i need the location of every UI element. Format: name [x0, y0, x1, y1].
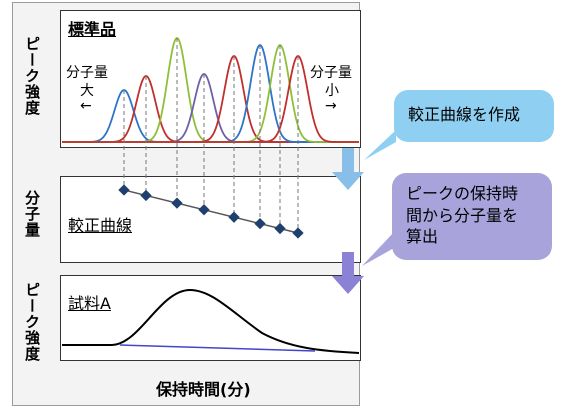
- x-axis-label: 保持時間(分): [156, 380, 251, 399]
- mw-large-sub: 大: [80, 83, 94, 99]
- down-arrow-1: [332, 148, 364, 190]
- down-arrow-2: [332, 252, 364, 294]
- standard-peak-5: [62, 55, 359, 143]
- calibration-panel: [60, 176, 361, 263]
- calibration-marker-4: [198, 204, 210, 216]
- sample-panel: [60, 275, 361, 361]
- calibration-marker-3: [171, 197, 183, 209]
- standard-title: 標準品: [68, 20, 117, 39]
- standard-peak-7: [62, 43, 359, 143]
- arrow-right-icon: →: [325, 98, 337, 114]
- create-curve-text: 較正曲線を作成: [408, 105, 521, 124]
- calc-mw-callout-tail: [362, 232, 394, 266]
- arrow-left-icon: ←: [80, 98, 92, 114]
- calibration-title: 較正曲線: [68, 216, 133, 235]
- sample-baseline: [119, 344, 316, 352]
- standard-peak-6: [62, 43, 359, 143]
- calibration-marker-8: [292, 227, 304, 239]
- middle-y-axis-label: 分子量: [23, 190, 41, 238]
- sample-title: 試料A: [68, 294, 111, 313]
- calc-mw-line-2: 間から分子量を: [406, 205, 519, 225]
- standard-peak-1: [62, 89, 359, 143]
- calibration-marker-1: [118, 184, 130, 196]
- sample-peak-curve: [62, 288, 360, 354]
- standard-peak-8: [62, 55, 359, 143]
- calibration-marker-7: [274, 222, 286, 235]
- calc-mw-line-1: ピークの保持時: [406, 184, 519, 203]
- mw-large-label: 分子量: [66, 65, 108, 81]
- mw-small-sub: 小: [325, 83, 339, 99]
- calc-mw-callout: ピークの保持時 間から分子量を 算出: [392, 173, 552, 260]
- calibration-marker-2: [140, 189, 152, 202]
- create-curve-callout-tail: [364, 130, 396, 160]
- create-curve-callout: 較正曲線を作成: [394, 90, 554, 142]
- calibration-marker-5: [228, 211, 240, 223]
- calibration-marker-6: [254, 217, 266, 230]
- top-y-axis-label: ピーク強度: [23, 36, 41, 116]
- calc-mw-line-3: 算出: [406, 227, 439, 247]
- bottom-y-axis-label: ピーク強度: [23, 282, 41, 362]
- calibration-line: [123, 189, 299, 234]
- mw-small-label: 分子量: [310, 65, 352, 81]
